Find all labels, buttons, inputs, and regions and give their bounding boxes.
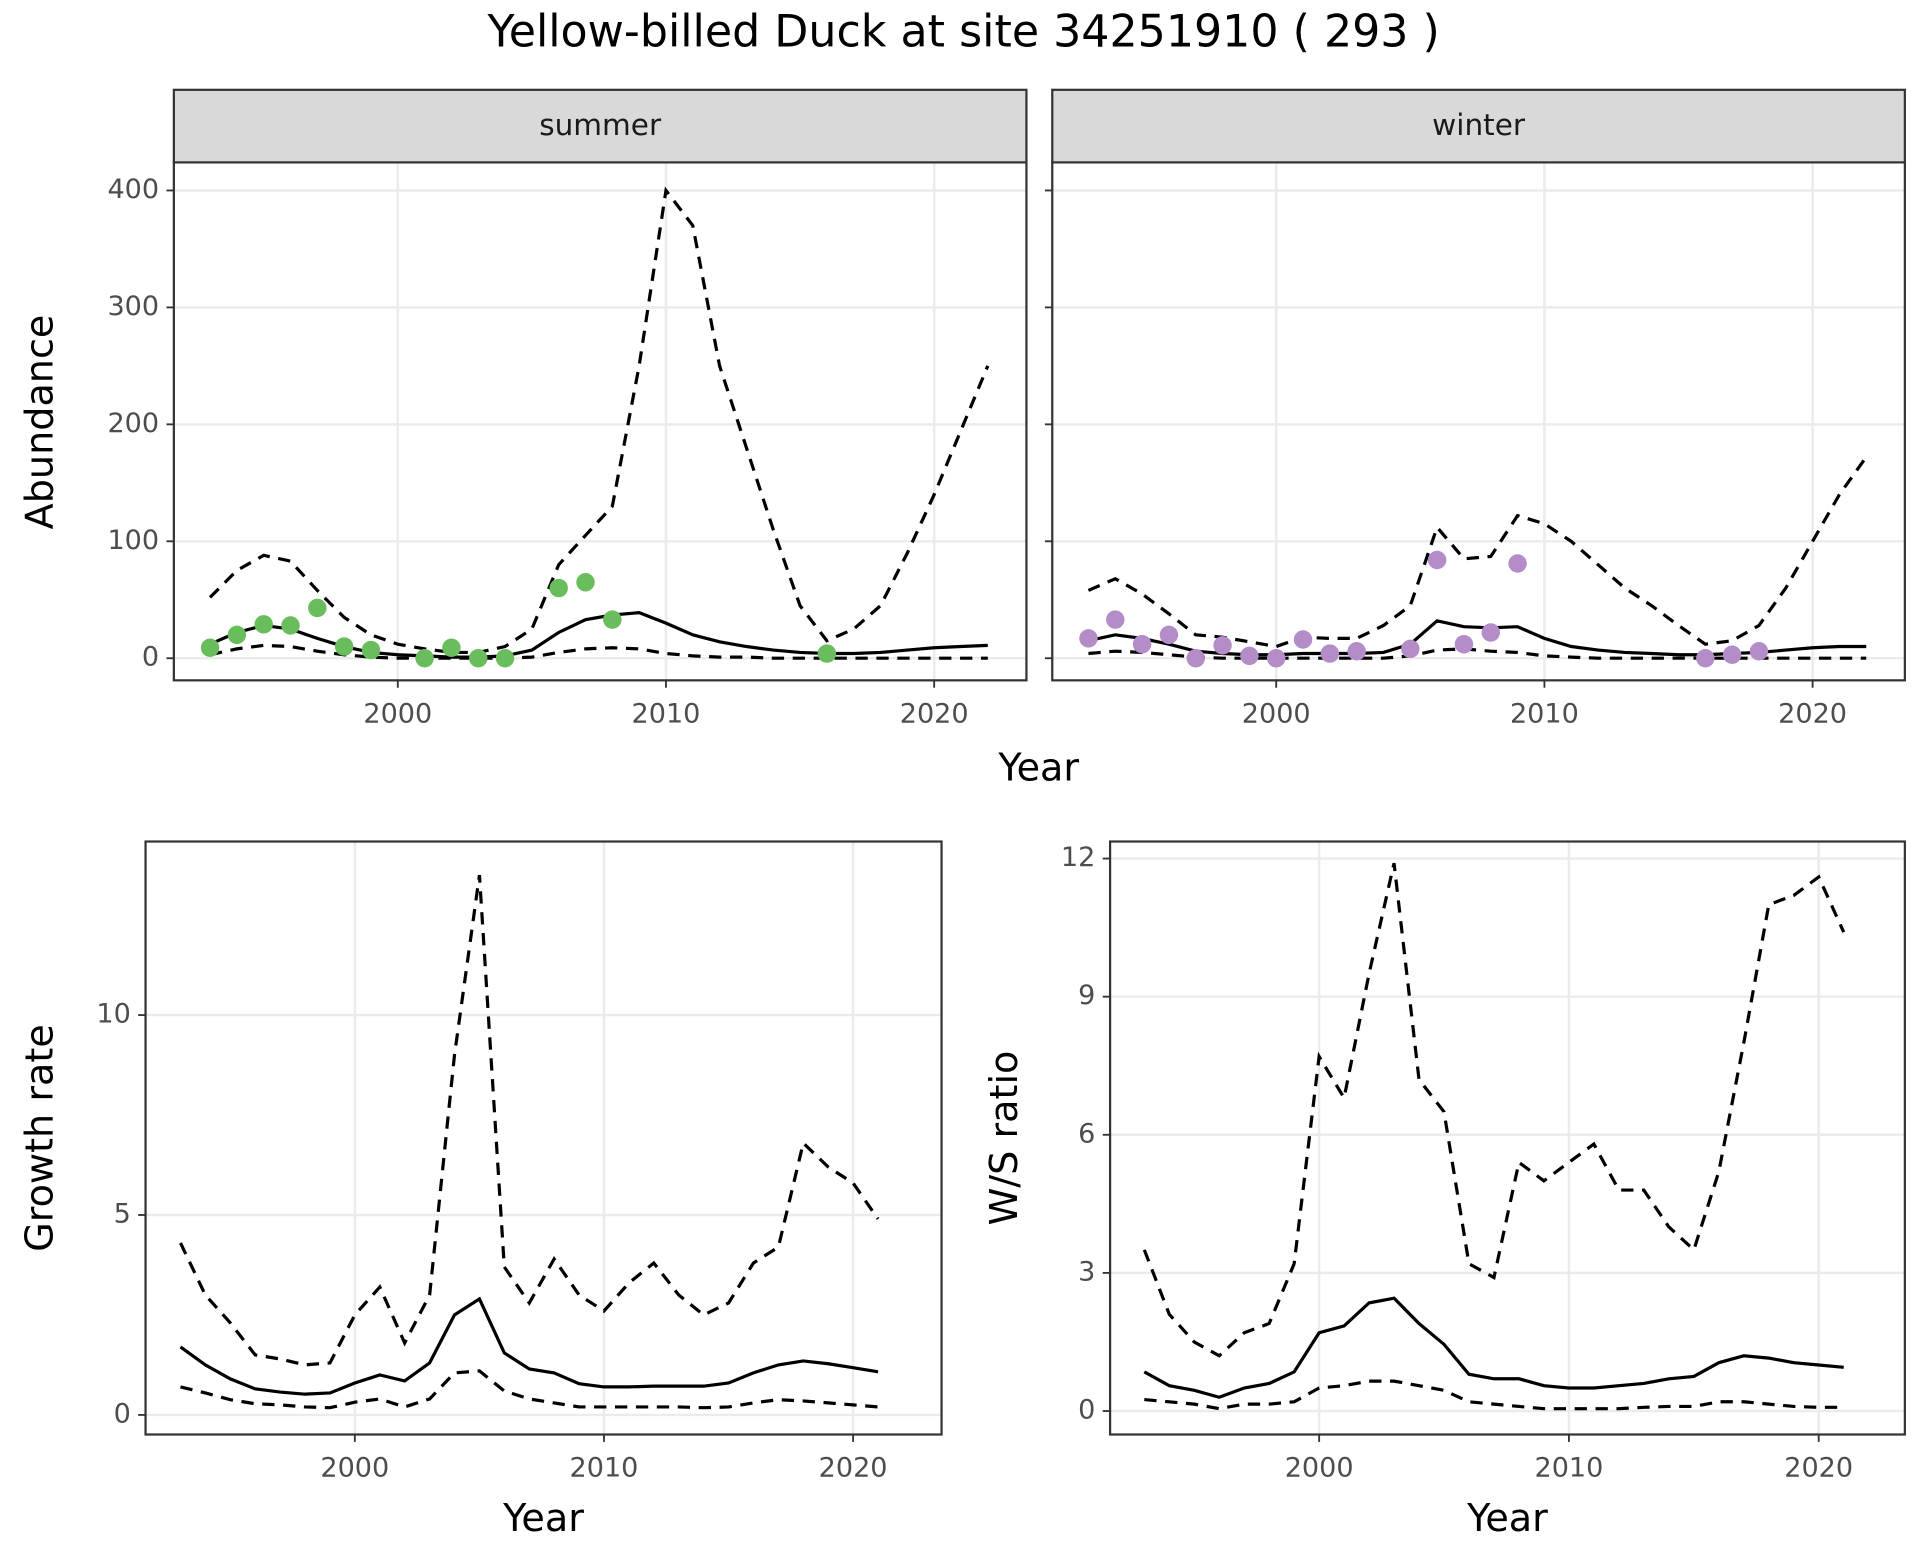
data-point <box>361 640 381 660</box>
y-tick-label: 10 <box>96 999 130 1030</box>
y-axis-title: W/S ratio <box>982 1051 1026 1226</box>
data-point <box>227 625 247 645</box>
x-tick-label: 2020 <box>900 698 969 729</box>
interval-line <box>208 186 990 655</box>
y-tick-label: 300 <box>107 291 159 322</box>
y-tick-label: 5 <box>114 1198 131 1229</box>
data-point <box>603 610 622 629</box>
data-point <box>308 598 327 618</box>
x-tick-label: 2010 <box>632 698 701 729</box>
data-point <box>200 638 220 657</box>
data-point <box>1213 636 1232 655</box>
y-axis-title: Abundance <box>18 315 62 530</box>
data-point <box>1401 639 1420 659</box>
y-tick-label: 0 <box>142 642 159 673</box>
data-point <box>415 649 434 668</box>
x-tick-label: 2000 <box>320 1452 389 1483</box>
strip-label: summer <box>539 108 662 142</box>
data-point <box>1722 645 1742 664</box>
x-tick-label: 2020 <box>1784 1452 1853 1483</box>
data-point <box>254 615 273 634</box>
data-point <box>1749 642 1769 661</box>
data-point <box>469 649 488 668</box>
data-point <box>442 638 461 657</box>
panel-background <box>173 162 1027 681</box>
y-tick-label: 6 <box>1078 1118 1095 1149</box>
x-tick-label: 2010 <box>1510 698 1579 729</box>
data-point <box>549 578 568 598</box>
data-point <box>1186 649 1205 668</box>
data-point <box>1347 642 1366 661</box>
data-point <box>1293 630 1313 649</box>
panel-background <box>145 841 942 1435</box>
x-tick-label: 2020 <box>819 1452 888 1483</box>
mean-line <box>179 1296 879 1396</box>
x-tick-label: 2000 <box>1285 1452 1354 1483</box>
figure-title: Yellow-billed Duck at site 34251910 ( 29… <box>487 6 1440 57</box>
mean-line <box>1143 1296 1844 1399</box>
y-tick-label: 9 <box>1078 980 1095 1011</box>
interval-line <box>180 1369 879 1410</box>
panel-background <box>1110 841 1905 1435</box>
panel-background <box>1052 162 1905 681</box>
y-tick-label: 0 <box>1078 1395 1095 1426</box>
y-tick-label: 12 <box>1061 842 1095 873</box>
x-tick-label: 2010 <box>1534 1452 1603 1483</box>
y-tick-label: 200 <box>107 408 159 439</box>
x-axis-title: Year <box>1466 1496 1548 1540</box>
x-axis-title: Year <box>502 1496 584 1540</box>
x-tick-label: 2000 <box>1242 698 1311 729</box>
strip <box>1051 88 1906 164</box>
interval-line <box>1087 456 1868 649</box>
data-point <box>1320 644 1340 663</box>
y-axis-title: Growth rate <box>18 1024 62 1252</box>
panel-border <box>1108 840 1906 1436</box>
data-point <box>1106 610 1125 629</box>
data-point <box>1079 629 1098 648</box>
data-point <box>1508 554 1527 573</box>
data-point <box>1240 646 1259 666</box>
data-point <box>1481 623 1500 642</box>
y-tick-label: 400 <box>107 174 159 205</box>
data-point <box>1159 625 1179 645</box>
data-point <box>1132 634 1152 654</box>
data-point <box>817 644 837 663</box>
data-point <box>1266 649 1286 668</box>
data-point <box>576 573 595 592</box>
data-point <box>334 637 354 656</box>
interval-line <box>1144 1379 1844 1411</box>
interval-line <box>1142 862 1846 1358</box>
data-point <box>1427 550 1447 570</box>
data-point <box>495 649 515 668</box>
data-point <box>1696 649 1715 668</box>
y-tick-label: 3 <box>1078 1256 1095 1287</box>
interval-line <box>179 874 880 1367</box>
strip <box>172 88 1028 164</box>
data-point <box>1454 634 1474 654</box>
y-tick-label: 0 <box>114 1398 131 1429</box>
x-tick-label: 2020 <box>1778 698 1847 729</box>
panel-border <box>144 840 943 1436</box>
x-tick-label: 2010 <box>570 1452 639 1483</box>
data-point <box>281 616 300 635</box>
y-tick-label: 100 <box>107 525 159 556</box>
x-axis-title: Year <box>997 746 1079 790</box>
x-tick-label: 2000 <box>363 698 432 729</box>
strip-label: winter <box>1432 108 1526 142</box>
